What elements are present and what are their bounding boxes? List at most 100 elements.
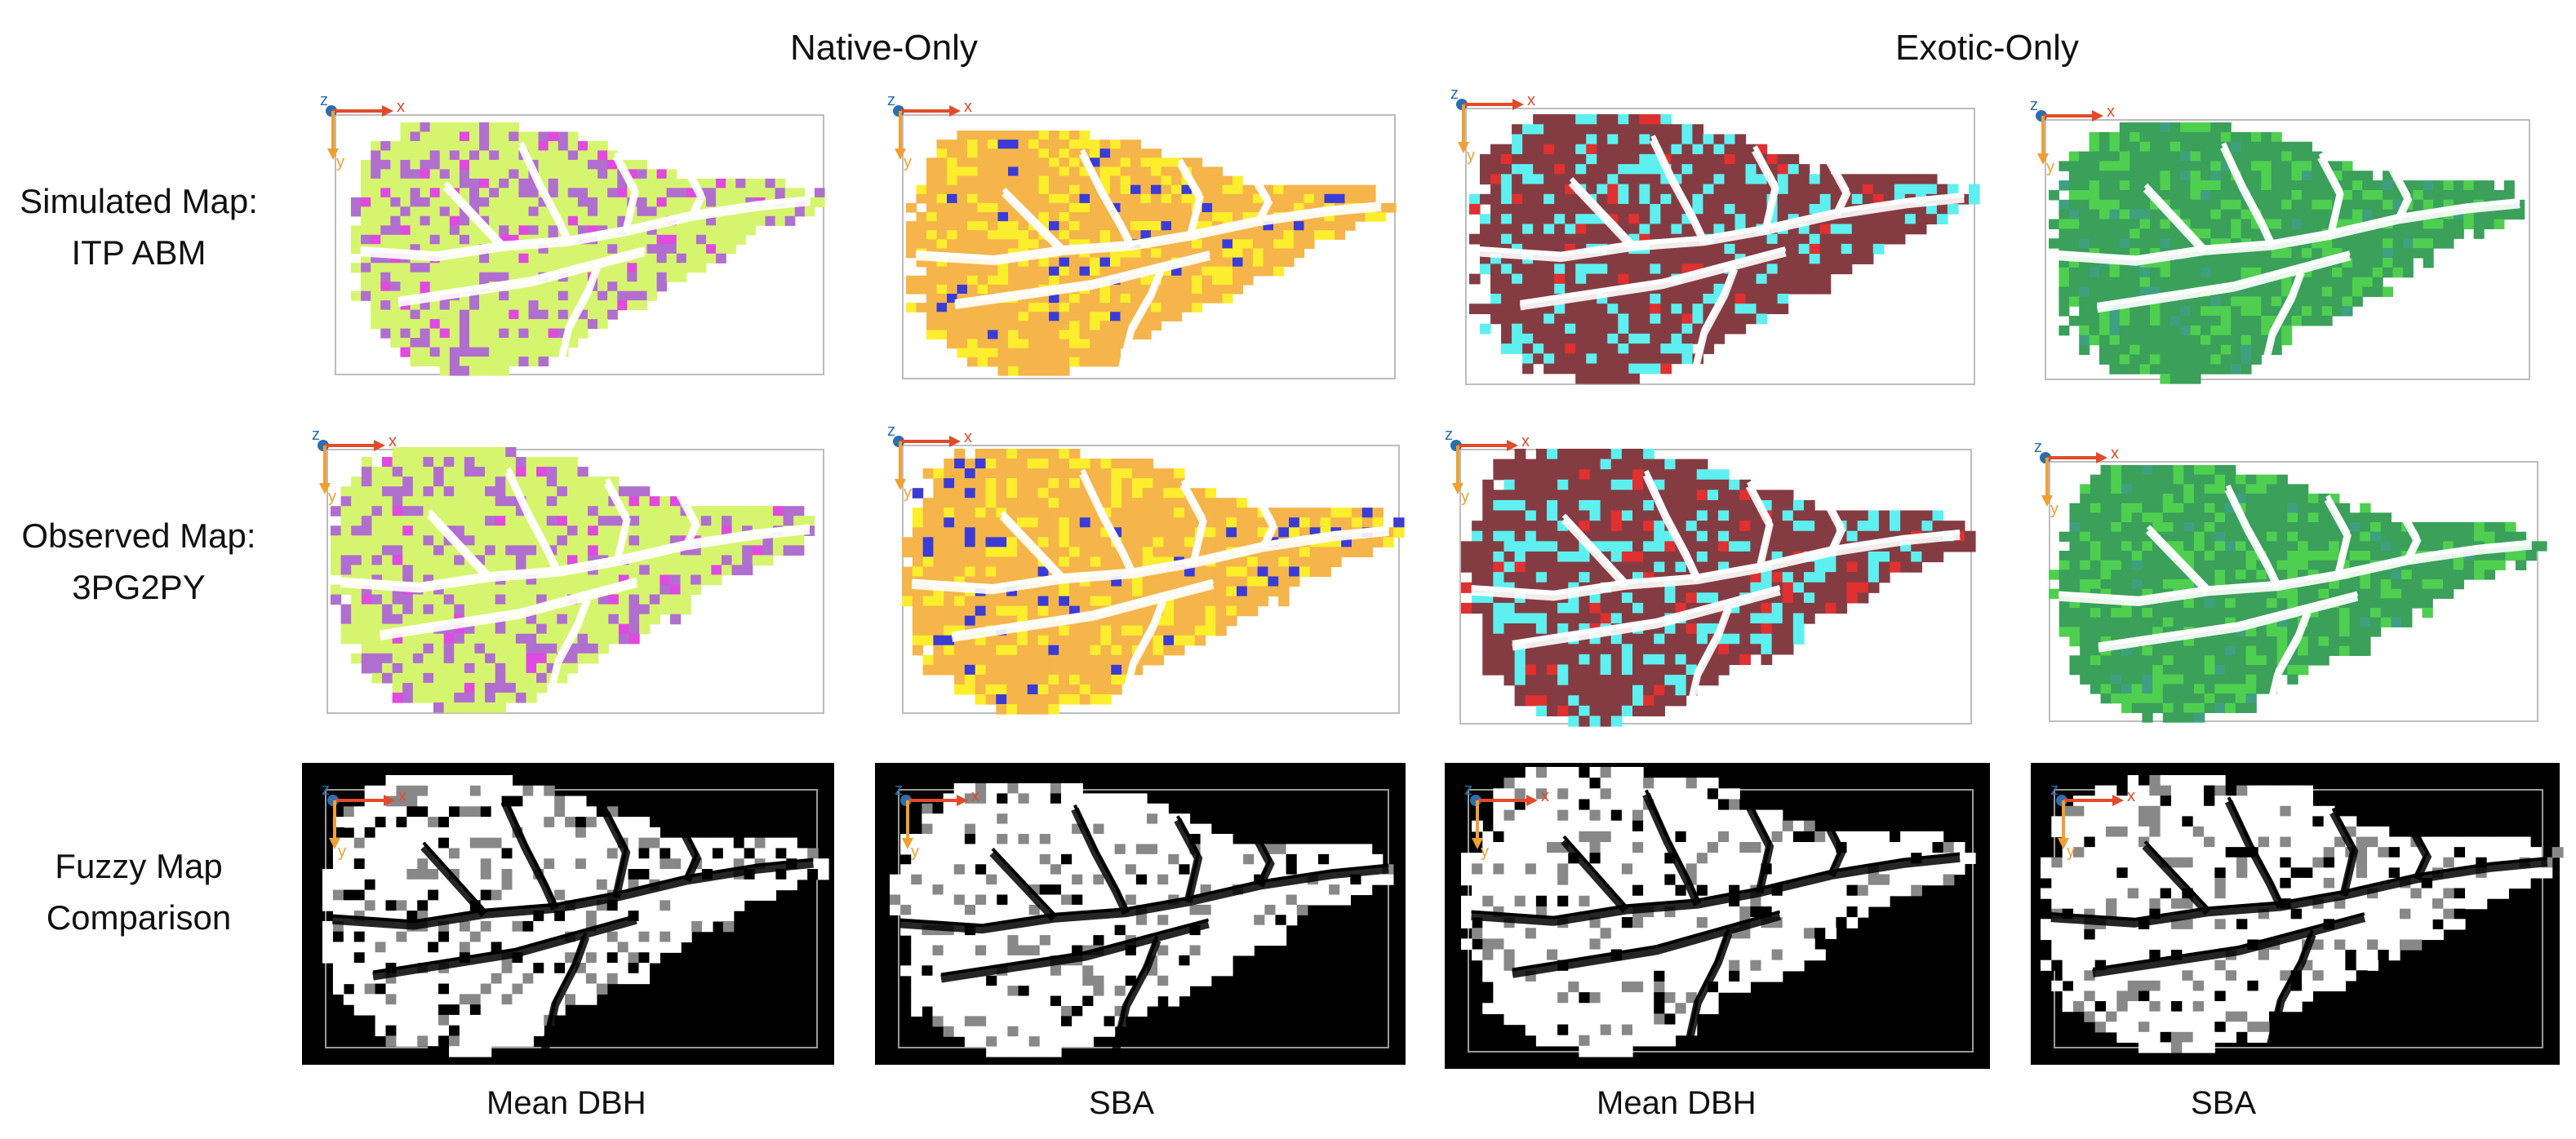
raster-cell [518,263,530,273]
raster-cell [485,447,496,458]
raster-cell [1018,193,1029,204]
raster-cell [977,131,988,140]
raster-cell [933,615,944,627]
raster-cell [957,312,968,321]
raster-cell [449,122,460,133]
raster-cell [449,159,460,171]
raster-cell [649,584,660,596]
raster-cell [1703,214,1715,225]
raster-cell [1915,214,1927,225]
raster-cell [1121,468,1133,479]
raster-cell [2321,209,2333,220]
raster-cell [499,300,509,311]
raster-cell [1037,507,1049,518]
raster-cell [2139,344,2151,356]
stream-line [952,578,1215,637]
raster-cell [716,178,726,188]
raster-cell [1099,339,1111,349]
raster-cell [1607,134,1619,145]
raster-cell [1174,498,1185,508]
channel-band [1179,482,1207,565]
raster-cell [1586,273,1597,285]
raster-cell [1215,586,1227,597]
raster-cell [996,537,1007,547]
raster-cell [1006,478,1018,489]
raster-cell [721,555,733,566]
raster-cell [2180,364,2192,374]
raster-cell [469,131,480,142]
raster-cell [433,535,445,546]
raster-cell [1257,556,1269,568]
raster-cell [420,206,431,217]
raster-cell [505,535,517,546]
raster-cell [752,516,763,526]
raster-cell [2362,248,2374,259]
raster-cell [382,496,393,507]
raster-cell [577,476,588,487]
raster-cell [1533,224,1544,235]
raster-map [351,122,825,376]
raster-cell [509,263,520,273]
raster-cell [933,507,944,518]
raster-cell [567,244,579,255]
raster-cell [957,321,968,331]
raster-cell [1059,488,1070,499]
raster-cell [2503,209,2515,220]
raster-cell [433,476,445,487]
raster-cell [1713,254,1725,264]
raster-cell [464,633,476,645]
raster-cell [957,348,968,358]
raster-cell [2119,199,2130,211]
raster-cell [1597,343,1608,354]
raster-cell [392,653,403,664]
raster-cell [1037,703,1049,715]
raster-cell [656,197,668,207]
raster-cell [420,263,431,273]
raster-cell [526,545,537,556]
raster-cell [1263,266,1274,277]
raster-cell [1788,273,1800,285]
raster-cell [459,338,470,348]
raster-cell [2200,267,2211,278]
raster-cell [1618,343,1629,354]
raster-cell [1130,248,1142,259]
raster-cell [459,309,470,320]
raster-cell [997,202,1009,213]
raster-cell [1222,212,1233,222]
raster-cell [557,476,568,487]
raster-cell [2180,151,2192,162]
raster-cell [1320,556,1331,568]
raster-cell [1006,703,1018,715]
raster-cell [1597,174,1608,185]
raster-cell [499,140,509,152]
raster-cell [1018,348,1029,358]
raster-cell [2250,228,2262,239]
raster-cell [371,663,383,674]
raster-cell [2200,189,2211,201]
raster-cell [495,643,506,654]
raster-cell [410,357,421,367]
raster-cell [1008,312,1019,321]
raster-cell [1163,527,1175,538]
raster-cell [2149,344,2161,356]
raster-cell [916,230,927,240]
raster-cell [656,178,668,188]
raster-cell [505,663,517,674]
raster-cell [400,272,411,282]
raster-cell [1151,303,1162,312]
raster-cell [1059,517,1070,528]
raster-cell [1575,313,1587,325]
raster-cell [429,159,441,171]
raster-cell [1069,517,1081,528]
raster-cell [2089,141,2100,153]
raster-cell [361,169,371,179]
raster-cell [1512,184,1523,195]
raster-cell [1181,193,1193,204]
raster-cell [371,614,383,625]
raster-cell [1212,284,1224,295]
raster-cell [1533,264,1544,275]
raster-cell [454,584,465,596]
raster-cell [1201,257,1213,268]
raster-cell [1018,230,1029,240]
raster-cell [1692,153,1704,165]
